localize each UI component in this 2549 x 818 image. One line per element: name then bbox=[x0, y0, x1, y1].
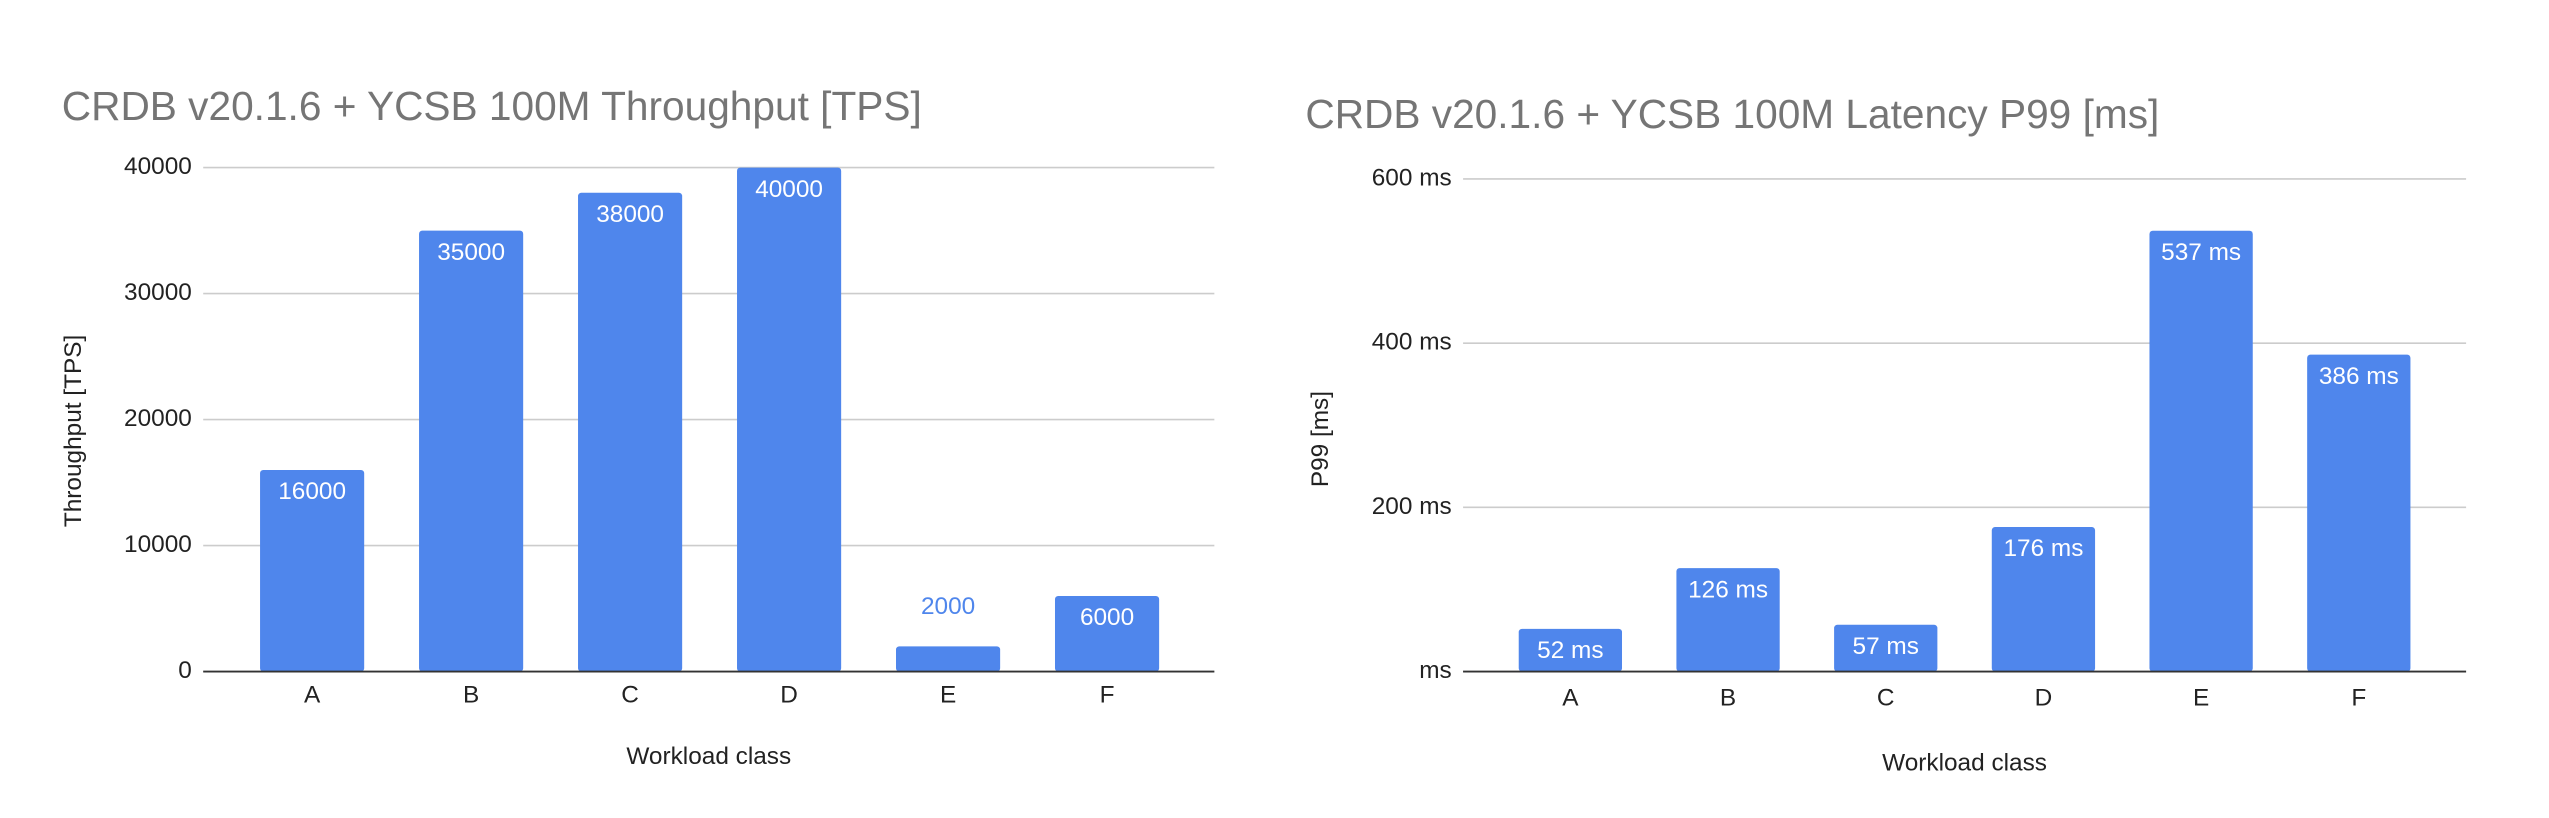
bar bbox=[1676, 568, 1780, 672]
y-tick-label: 400 ms bbox=[1372, 329, 1452, 356]
bar bbox=[2149, 230, 2253, 672]
x-tick-label: A bbox=[304, 681, 321, 708]
x-tick-label: B bbox=[463, 681, 479, 708]
x-tick-label: A bbox=[1562, 685, 1579, 712]
value-label: 6000 bbox=[1080, 604, 1134, 631]
value-label: 386 ms bbox=[2319, 363, 2399, 390]
value-label: 16000 bbox=[278, 478, 346, 505]
x-axis-title: Workload class bbox=[1882, 750, 2047, 777]
value-label: 2000 bbox=[921, 593, 975, 620]
bar bbox=[1834, 624, 1938, 672]
value-label: 176 ms bbox=[2003, 535, 2083, 562]
x-tick-label: B bbox=[1720, 685, 1736, 712]
bar bbox=[2307, 354, 2411, 672]
value-label: 126 ms bbox=[1688, 576, 1768, 603]
y-tick-label: 0 bbox=[178, 657, 192, 684]
bar bbox=[260, 469, 365, 672]
chart-title: CRDB v20.1.6 + YCSB 100M Throughput [TPS… bbox=[62, 83, 922, 129]
bar bbox=[1518, 628, 1623, 672]
bar bbox=[1991, 527, 2096, 672]
x-tick-label: E bbox=[940, 681, 956, 708]
bar bbox=[578, 192, 683, 672]
x-tick-label: F bbox=[2351, 685, 2366, 712]
y-tick-label: ms bbox=[1419, 657, 1451, 684]
bar bbox=[1054, 595, 1160, 672]
y-tick-label: 200 ms bbox=[1372, 493, 1452, 520]
y-axis-title: Throughput [TPS] bbox=[60, 335, 87, 527]
x-tick-label: F bbox=[1100, 681, 1115, 708]
x-tick-label: D bbox=[780, 681, 798, 708]
x-tick-label: D bbox=[2035, 685, 2053, 712]
y-tick-label: 40000 bbox=[124, 153, 192, 180]
y-tick-label: 20000 bbox=[124, 405, 192, 432]
value-label: 57 ms bbox=[1853, 633, 1919, 660]
x-tick-label: E bbox=[2193, 685, 2209, 712]
y-tick-label: 30000 bbox=[124, 279, 192, 306]
y-tick-label: 600 ms bbox=[1372, 164, 1452, 191]
value-label: 52 ms bbox=[1537, 637, 1603, 664]
chart-title: CRDB v20.1.6 + YCSB 100M Latency P99 [ms… bbox=[1305, 91, 2159, 137]
bar bbox=[896, 646, 1001, 672]
x-tick-label: C bbox=[1877, 685, 1895, 712]
value-label: 35000 bbox=[437, 239, 505, 266]
x-axis-title: Workload class bbox=[626, 743, 791, 770]
value-label: 38000 bbox=[596, 201, 664, 228]
y-tick-label: 10000 bbox=[124, 531, 192, 558]
value-label: 40000 bbox=[755, 176, 823, 203]
bar bbox=[419, 230, 524, 672]
bar bbox=[737, 167, 842, 672]
y-axis-title: P99 [ms] bbox=[1307, 391, 1334, 487]
value-label: 537 ms bbox=[2161, 239, 2241, 266]
x-tick-label: C bbox=[621, 681, 639, 708]
